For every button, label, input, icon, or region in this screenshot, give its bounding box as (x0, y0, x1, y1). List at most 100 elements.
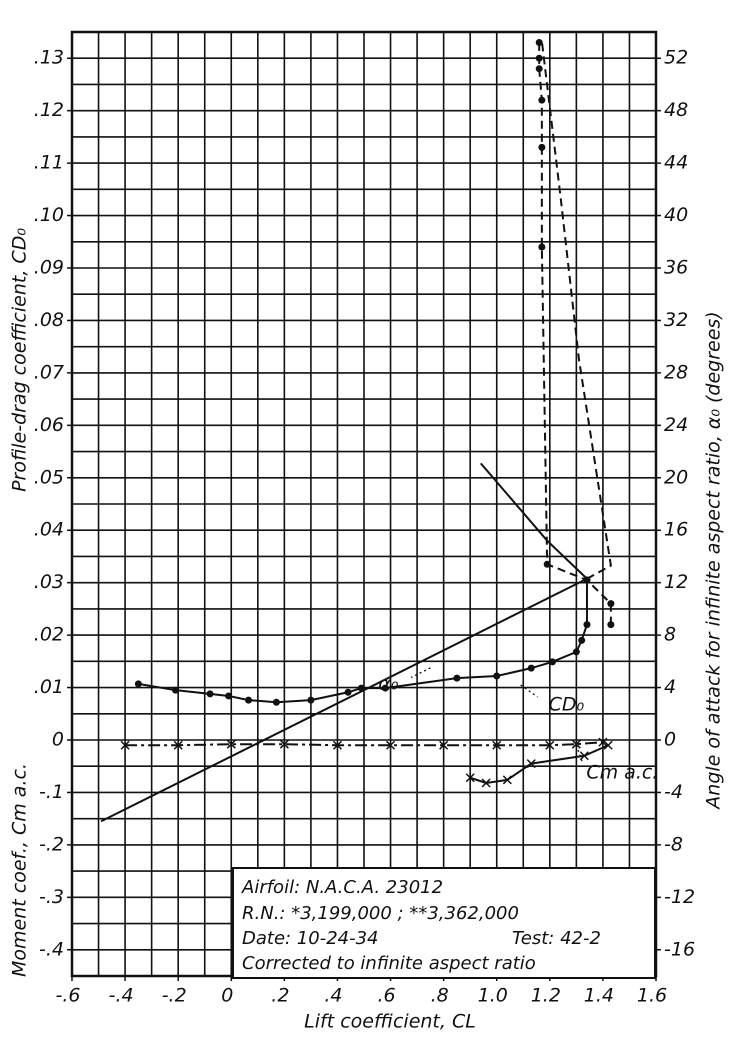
series-line (540, 41, 612, 580)
y2-tick-label: 36 (664, 257, 688, 279)
data-point (607, 600, 615, 608)
y2-tick-label: -12 (664, 886, 695, 908)
data-point (527, 664, 535, 672)
grid: -.6 -.4 -.2 0 .2 .4 .6 .8 1.0 1.2 1.4 1.6 0 .01 .02 .03… (34, 30, 695, 1007)
y-tick-label: .10 (34, 204, 64, 226)
data-point (571, 739, 581, 749)
x-tick-label: .4 (324, 985, 342, 1007)
y2-tick-label: 4 (664, 676, 676, 698)
y-tick-label: .02 (34, 624, 64, 646)
data-point (120, 740, 130, 750)
y-tick-label: .06 (34, 414, 64, 436)
data-point (578, 636, 586, 644)
x-tick-label: 1.6 (637, 985, 667, 1007)
data-point (344, 688, 352, 696)
data-point (607, 621, 615, 629)
leader-line (410, 667, 431, 679)
y-tick-label: .09 (34, 257, 64, 279)
data-point (492, 740, 502, 750)
data-point (535, 65, 543, 73)
data-point (579, 751, 589, 761)
data-point (481, 778, 491, 788)
y-tick-label: -.4 (39, 938, 64, 960)
y2-tick-label: 24 (664, 414, 688, 436)
leader-line (520, 684, 538, 698)
data-point (538, 143, 546, 151)
y2-axis-title: Angle of attack for infinite aspect rati… (703, 311, 725, 810)
data-point (206, 690, 214, 698)
data-point (545, 740, 555, 750)
data-point (538, 96, 546, 104)
data-point (439, 740, 449, 750)
y-tick-label: .03 (34, 571, 64, 593)
data-point (493, 672, 501, 680)
x-tick-label: 1.4 (584, 985, 614, 1007)
info-rn: R.N.: *3,199,000 ; **3,362,000 (242, 903, 519, 924)
info-test: Test: 42-2 (512, 928, 601, 949)
y-tick-label: .04 (34, 519, 64, 541)
series-line (469, 744, 609, 785)
data-point (543, 560, 551, 568)
y2-tick-label: 44 (664, 152, 688, 174)
data-point (465, 773, 475, 783)
y-axis-title: Profile-drag coefficient, CD₀ (9, 228, 31, 492)
data-point (598, 737, 608, 747)
y-tick-label: .05 (34, 466, 64, 488)
data-point (225, 692, 233, 700)
data-point (307, 696, 315, 704)
y-tick-label: .07 (34, 361, 64, 383)
y2-tick-label: 48 (664, 99, 688, 121)
y2-tick-label: -8 (664, 833, 683, 855)
data-point (272, 698, 280, 706)
y-tick-label: .13 (34, 47, 64, 69)
data-point (572, 648, 580, 656)
data-point (502, 775, 512, 785)
x-tick-label: .6 (377, 985, 395, 1007)
x-tick-label: .8 (431, 985, 449, 1007)
data-point (535, 38, 543, 46)
y2-tick-label: 0 (664, 729, 676, 751)
data-point (381, 684, 389, 692)
x-tick-label: -.4 (109, 985, 134, 1007)
data-point (526, 759, 536, 769)
y-tick-label: -.2 (39, 833, 64, 855)
x-tick-label: .2 (271, 985, 289, 1007)
data-point (134, 680, 142, 688)
y2-tick-label: 8 (664, 624, 676, 646)
y3-axis-title: Moment coef., Cm a.c. (9, 763, 31, 977)
series-line (538, 42, 612, 625)
y2-tick-label: 40 (664, 204, 688, 226)
x-tick-label: 1.0 (478, 985, 508, 1007)
data-point (538, 243, 546, 251)
data-point (172, 686, 180, 694)
x-tick-label: -.2 (162, 985, 187, 1007)
y-tick-label: .08 (34, 309, 64, 331)
y-tick-label: -.3 (39, 886, 64, 908)
y-tick-label: .12 (34, 99, 64, 121)
marks: CD₀ α₀ Cm a.c. (100, 38, 658, 823)
series-label: Cm a.c. (586, 762, 658, 784)
series-line (138, 580, 588, 704)
data-point (535, 54, 543, 62)
x-tick-label: 0 (221, 985, 233, 1007)
y-tick-label: -.1 (39, 781, 64, 803)
data-point (548, 658, 556, 666)
y-tick-label: .01 (34, 676, 64, 698)
info-date: Date: 10-24-34 (242, 928, 379, 949)
y2-tick-label: 16 (664, 519, 688, 541)
y2-tick-label: 52 (664, 47, 688, 69)
x-tick-label: 1.2 (531, 985, 561, 1007)
data-point (279, 739, 289, 749)
series-label: CD₀ (549, 693, 585, 715)
data-point (453, 674, 461, 682)
x-axis-title: Lift coefficient, CL (304, 1011, 476, 1033)
data-point (386, 740, 396, 750)
y2-tick-label: 32 (664, 309, 688, 331)
series-line (480, 462, 588, 580)
data-point (173, 740, 183, 750)
info-note: Corrected to infinite aspect ratio (242, 953, 536, 974)
y2-tick-label: 20 (664, 466, 688, 488)
y-tick-label: 0 (52, 729, 64, 751)
